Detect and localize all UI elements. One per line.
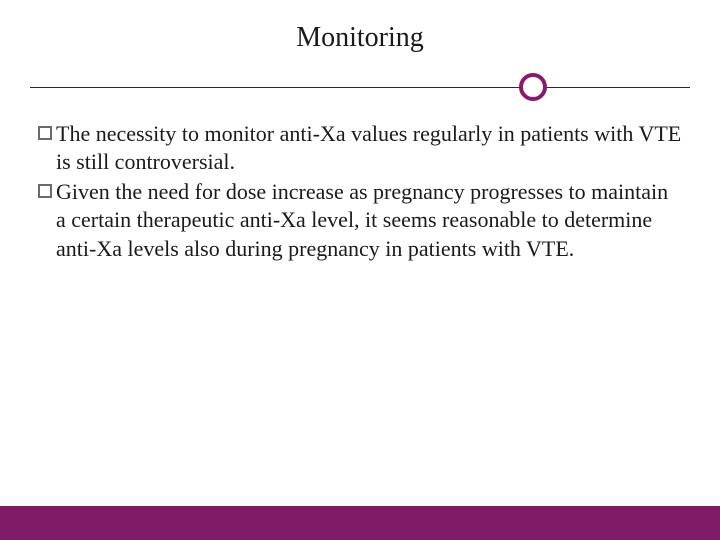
list-item: Given the need for dose increase as preg… — [38, 178, 682, 262]
content-area: The necessity to monitor anti-Xa values … — [0, 102, 720, 265]
slide-container: Monitoring The necessity to monitor anti… — [0, 0, 720, 540]
footer-bar — [0, 506, 720, 540]
list-item: The necessity to monitor anti-Xa values … — [38, 120, 682, 176]
bullet-text: The necessity to monitor anti-Xa values … — [56, 120, 682, 176]
slide-title: Monitoring — [0, 22, 720, 54]
divider-line — [30, 87, 690, 88]
title-area: Monitoring — [0, 0, 720, 72]
square-bullet-icon — [38, 184, 52, 198]
bullet-text: Given the need for dose increase as preg… — [56, 178, 682, 262]
square-bullet-icon — [38, 126, 52, 140]
circle-ornament-icon — [519, 73, 547, 101]
divider — [0, 72, 720, 102]
